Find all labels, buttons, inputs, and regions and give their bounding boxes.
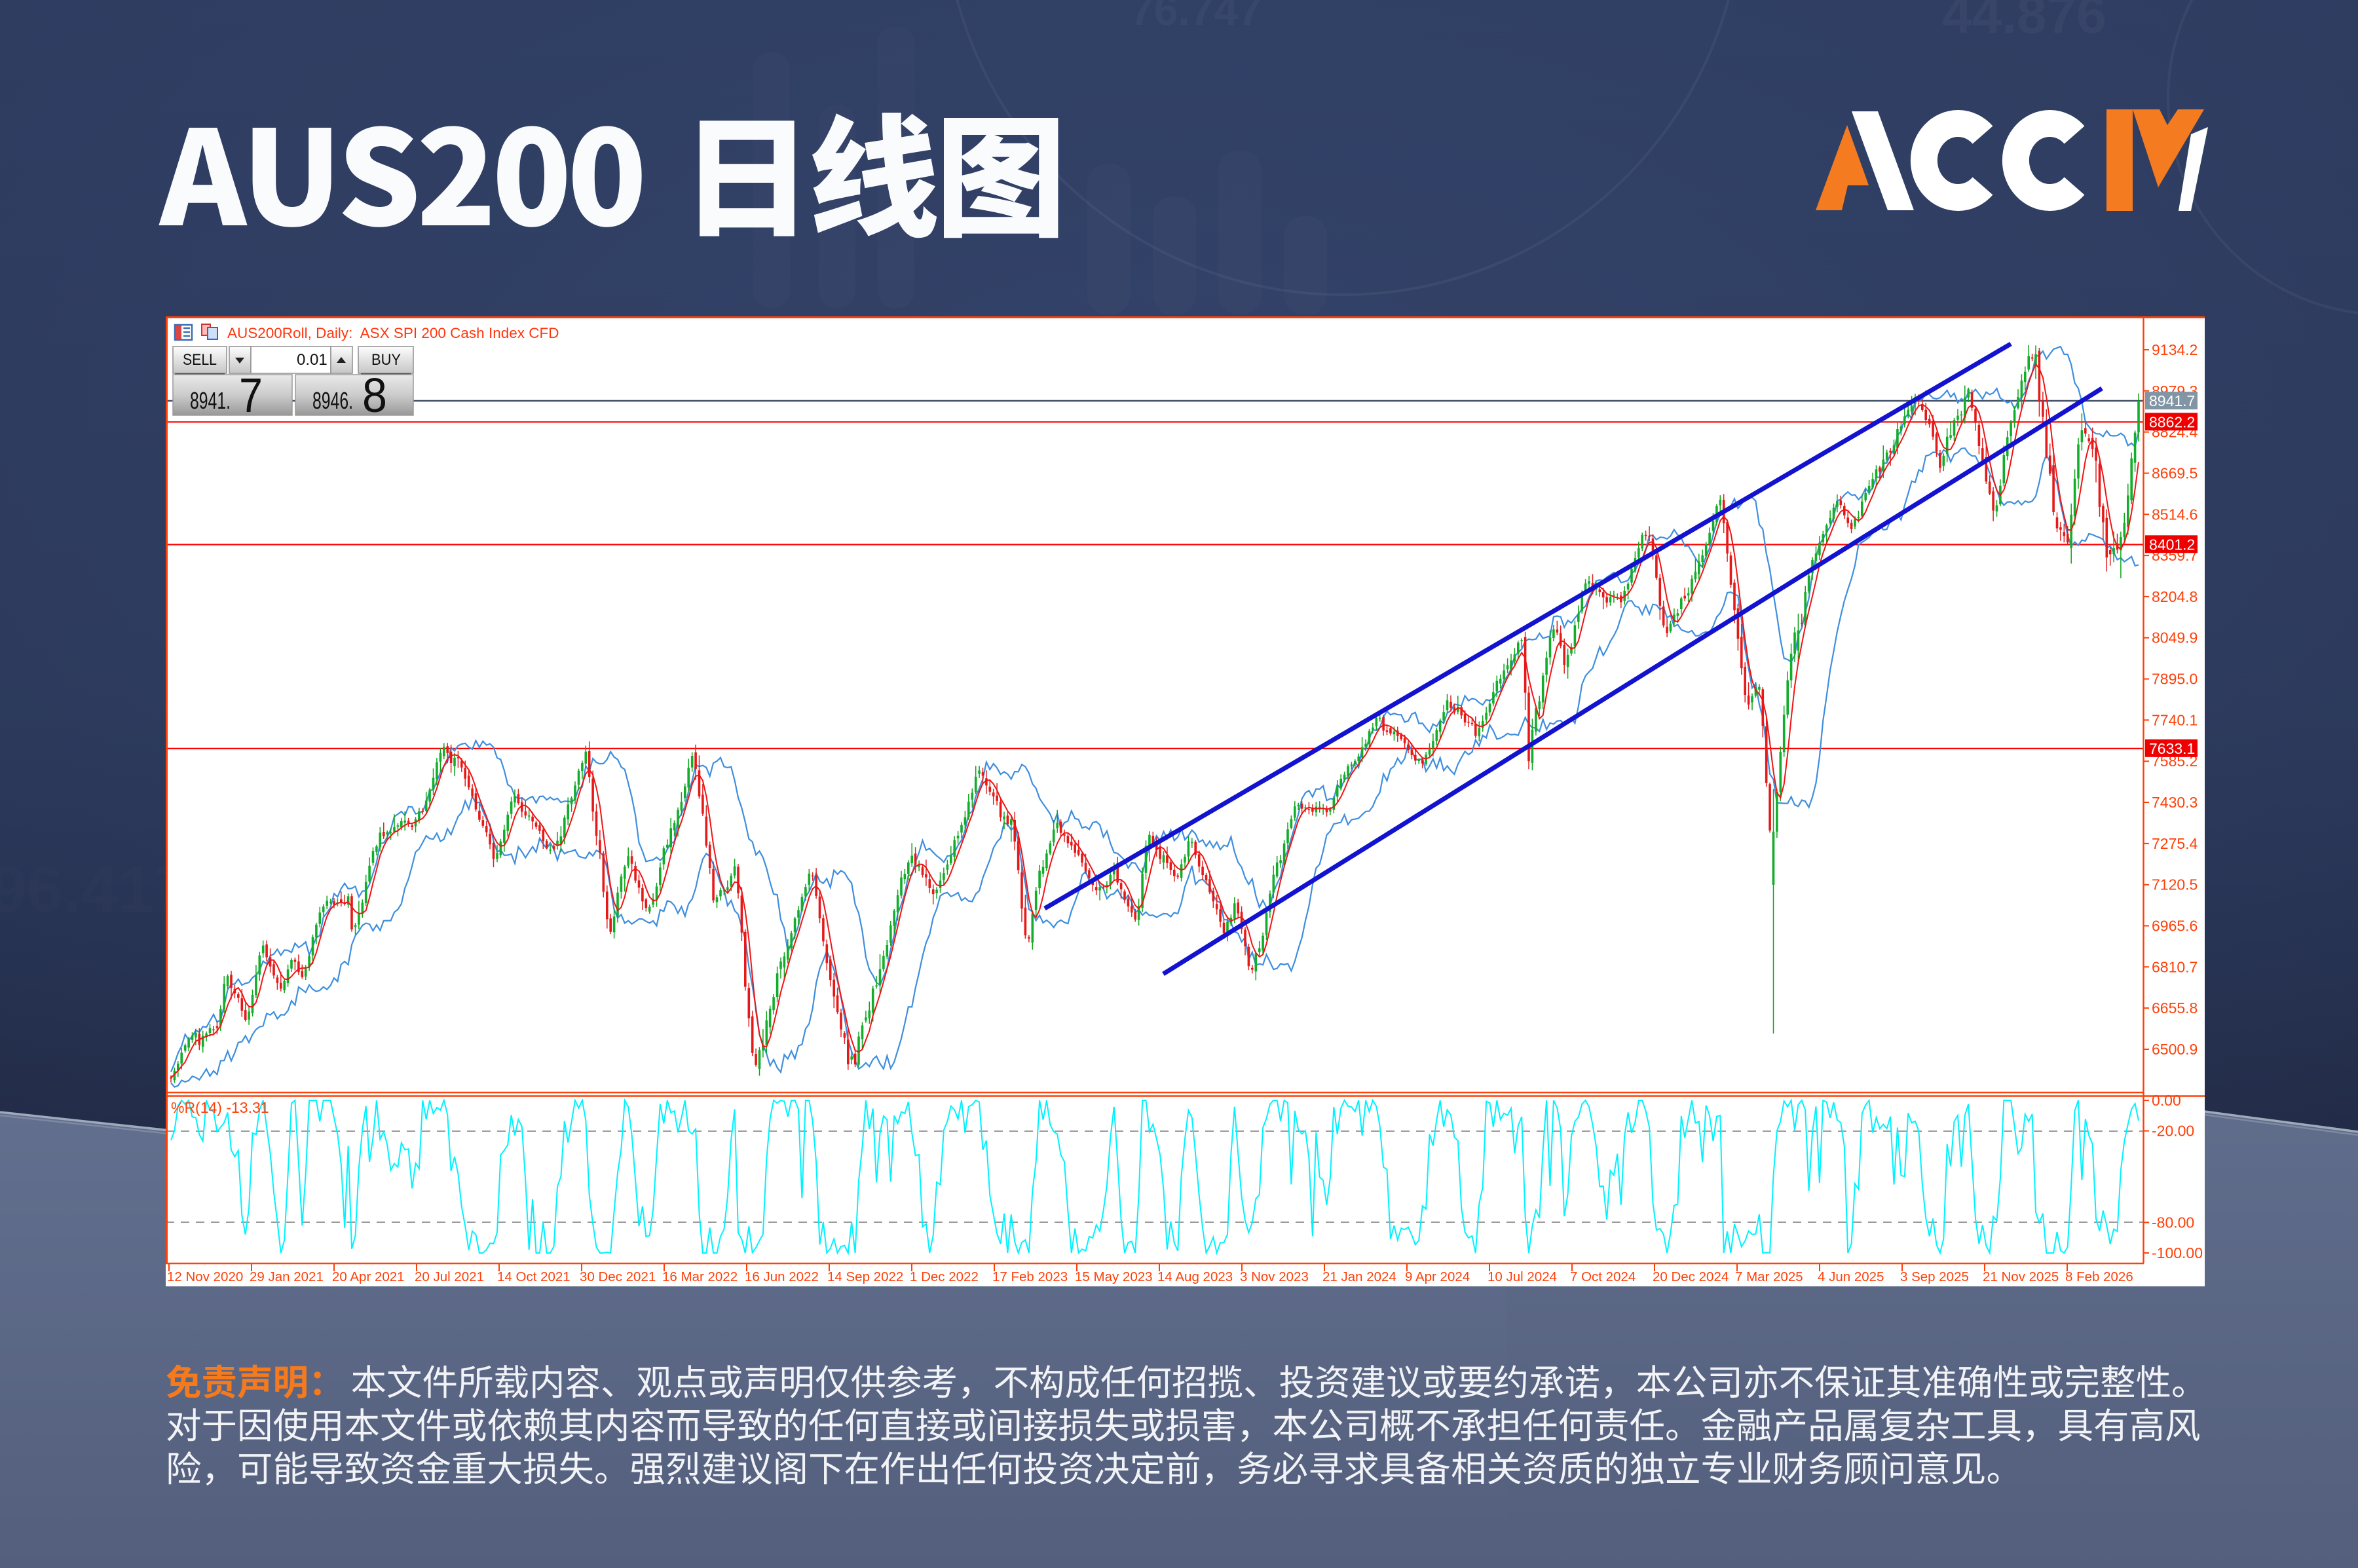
svg-text:8946.: 8946.	[312, 387, 353, 414]
svg-text:7275.4: 7275.4	[2152, 835, 2198, 852]
svg-text:8941.: 8941.	[190, 387, 231, 414]
svg-text:3 Nov 2023: 3 Nov 2023	[1240, 1269, 1309, 1284]
svg-text:8401.2: 8401.2	[2149, 536, 2195, 553]
svg-text:20 Apr 2021: 20 Apr 2021	[332, 1269, 405, 1284]
svg-text:8669.5: 8669.5	[2152, 465, 2198, 482]
svg-text:AUS200Roll, Daily: ASX SPI 20: AUS200Roll, Daily: ASX SPI 200 Cash Inde…	[227, 325, 559, 341]
svg-text:44.876: 44.876	[1942, 0, 2106, 45]
svg-text:3 Sep 2025: 3 Sep 2025	[1900, 1269, 1969, 1284]
svg-text:7120.5: 7120.5	[2152, 876, 2198, 893]
svg-text:SELL: SELL	[183, 351, 217, 369]
svg-text:8 Feb 2026: 8 Feb 2026	[2065, 1269, 2133, 1284]
svg-text:20 Jul 2021: 20 Jul 2021	[415, 1269, 484, 1284]
svg-text:1 Dec 2022: 1 Dec 2022	[910, 1269, 979, 1284]
svg-text:14 Sep 2022: 14 Sep 2022	[827, 1269, 903, 1284]
svg-text:15 May 2023: 15 May 2023	[1075, 1269, 1153, 1284]
svg-text:7740.1: 7740.1	[2152, 711, 2198, 728]
svg-text:7430.3: 7430.3	[2152, 794, 2198, 811]
svg-text:9134.2: 9134.2	[2152, 341, 2198, 358]
svg-text:20 Dec 2024: 20 Dec 2024	[1653, 1269, 1729, 1284]
svg-text:7: 7	[239, 368, 263, 422]
svg-text:0.01: 0.01	[297, 351, 328, 369]
svg-text:16 Jun 2022: 16 Jun 2022	[745, 1269, 819, 1284]
svg-text:14 Aug 2023: 14 Aug 2023	[1157, 1269, 1233, 1284]
svg-text:21 Nov 2025: 21 Nov 2025	[1983, 1269, 2059, 1284]
svg-text:7 Oct 2024: 7 Oct 2024	[1570, 1269, 1636, 1284]
svg-text:7895.0: 7895.0	[2152, 671, 2198, 688]
svg-text:8862.2: 8862.2	[2149, 413, 2195, 430]
svg-text:96.417: 96.417	[0, 853, 191, 926]
svg-text:7633.1: 7633.1	[2149, 740, 2195, 757]
svg-text:-100.00: -100.00	[2152, 1244, 2203, 1261]
svg-text:0.00: 0.00	[2152, 1092, 2181, 1109]
svg-text:4 Jun 2025: 4 Jun 2025	[1818, 1269, 1884, 1284]
svg-text:12 Nov 2020: 12 Nov 2020	[167, 1269, 243, 1284]
svg-text:8204.8: 8204.8	[2152, 588, 2198, 605]
svg-text:17 Feb 2023: 17 Feb 2023	[992, 1269, 1068, 1284]
svg-text:6810.7: 6810.7	[2152, 958, 2198, 975]
svg-text:7 Mar 2025: 7 Mar 2025	[1735, 1269, 1803, 1284]
svg-text:8941.7: 8941.7	[2149, 392, 2195, 409]
svg-text:29 Jan 2021: 29 Jan 2021	[250, 1269, 324, 1284]
svg-text:30 Dec 2021: 30 Dec 2021	[580, 1269, 656, 1284]
svg-text:6500.9: 6500.9	[2152, 1041, 2198, 1058]
svg-text:14 Oct 2021: 14 Oct 2021	[497, 1269, 571, 1284]
svg-text:9 Apr 2024: 9 Apr 2024	[1405, 1269, 1470, 1284]
svg-text:8049.9: 8049.9	[2152, 629, 2198, 646]
svg-text:-80.00: -80.00	[2152, 1214, 2194, 1231]
svg-text:BUY: BUY	[371, 351, 401, 369]
svg-text:76.747: 76.747	[1130, 0, 1262, 34]
svg-text:6655.8: 6655.8	[2152, 999, 2198, 1017]
svg-text:16 Mar 2022: 16 Mar 2022	[662, 1269, 738, 1284]
svg-text:%R(14) -13.31: %R(14) -13.31	[171, 1099, 269, 1116]
svg-text:21 Jan 2024: 21 Jan 2024	[1322, 1269, 1396, 1284]
svg-text:6965.6: 6965.6	[2152, 918, 2198, 935]
svg-text:8514.6: 8514.6	[2152, 506, 2198, 523]
svg-text:10 Jul 2024: 10 Jul 2024	[1488, 1269, 1557, 1284]
svg-text:8: 8	[362, 368, 387, 422]
svg-text:-20.00: -20.00	[2152, 1123, 2194, 1140]
